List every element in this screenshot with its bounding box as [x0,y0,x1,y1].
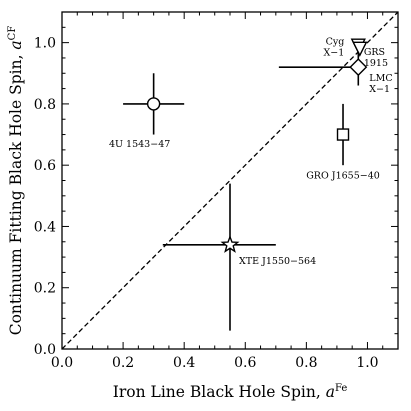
x-tick-label: 0.2 [112,355,134,371]
point-label: GRO J1655−40 [306,171,380,182]
plot-frame [61,11,399,350]
point-label-line: LMC [369,73,392,84]
point-label: Cyg X−1 [324,37,345,59]
data-point [162,183,276,331]
y-tick-label: 0.6 [34,158,56,174]
y-tick-label: 0.2 [34,281,56,297]
axis-tick-labels: 0.0 0.2 0.4 0.6 0.8 1.0 0.0 0.2 0.4 0.6 0.8 1.0 [34,36,379,371]
y-tick-label: 0.8 [34,97,56,113]
data-point [278,51,368,86]
triangle-down-marker [352,41,368,57]
y-tick-label: 0.4 [34,219,56,235]
point-label-line: Cyg [326,37,345,48]
y-tick-label: 0.0 [34,342,56,358]
data-point [352,41,368,57]
square-marker [336,128,350,141]
point-label: XTE J1550−564 [239,256,316,267]
data-point [123,73,185,135]
point-label: LMC X−1 [369,73,392,95]
data-points [123,38,368,331]
data-point [336,103,350,166]
point-label-line: X−1 [324,48,345,59]
point-label-line: X−1 [369,84,390,95]
star-marker [220,234,240,253]
circle-marker [146,97,161,111]
point-label-line: XTE J1550−564 [239,256,316,267]
x-tick-label: 0.4 [173,355,195,371]
point-label: 4U 1543−47 [109,139,170,150]
x-axis-label: Iron Line Black Hole Spin, aFe [113,383,348,401]
one-to-one-reference-line [61,11,399,350]
x-tick-label: 0.8 [295,355,317,371]
point-label-line: GRO J1655−40 [306,171,380,182]
point-label-line: 4U 1543−47 [109,139,170,150]
diamond-marker [349,58,368,77]
y-tick-label: 1.0 [34,36,56,52]
point-label: GRS 1915 [364,47,388,69]
point-label-line: GRS [364,47,385,58]
x-tick-label: 0.0 [51,355,73,371]
point-label-line: 1915 [364,58,388,69]
y-axis-label: Continuum Fitting Black Hole Spin, aCF [7,26,25,336]
x-tick-label: 0.6 [234,355,256,371]
x-tick-label: 1.0 [356,355,378,371]
